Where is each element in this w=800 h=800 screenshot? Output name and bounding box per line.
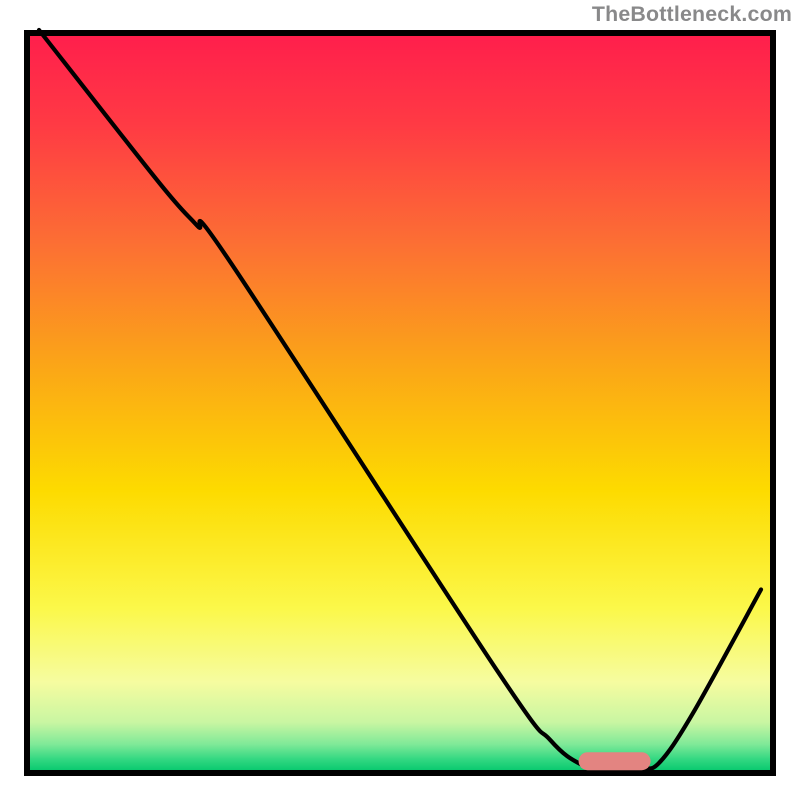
bottleneck-curve bbox=[39, 30, 761, 770]
chart-canvas: TheBottleneck.com bbox=[0, 0, 800, 800]
curve-layer bbox=[0, 0, 800, 800]
watermark-text: TheBottleneck.com bbox=[592, 2, 792, 27]
minimum-marker-pill bbox=[579, 752, 651, 770]
